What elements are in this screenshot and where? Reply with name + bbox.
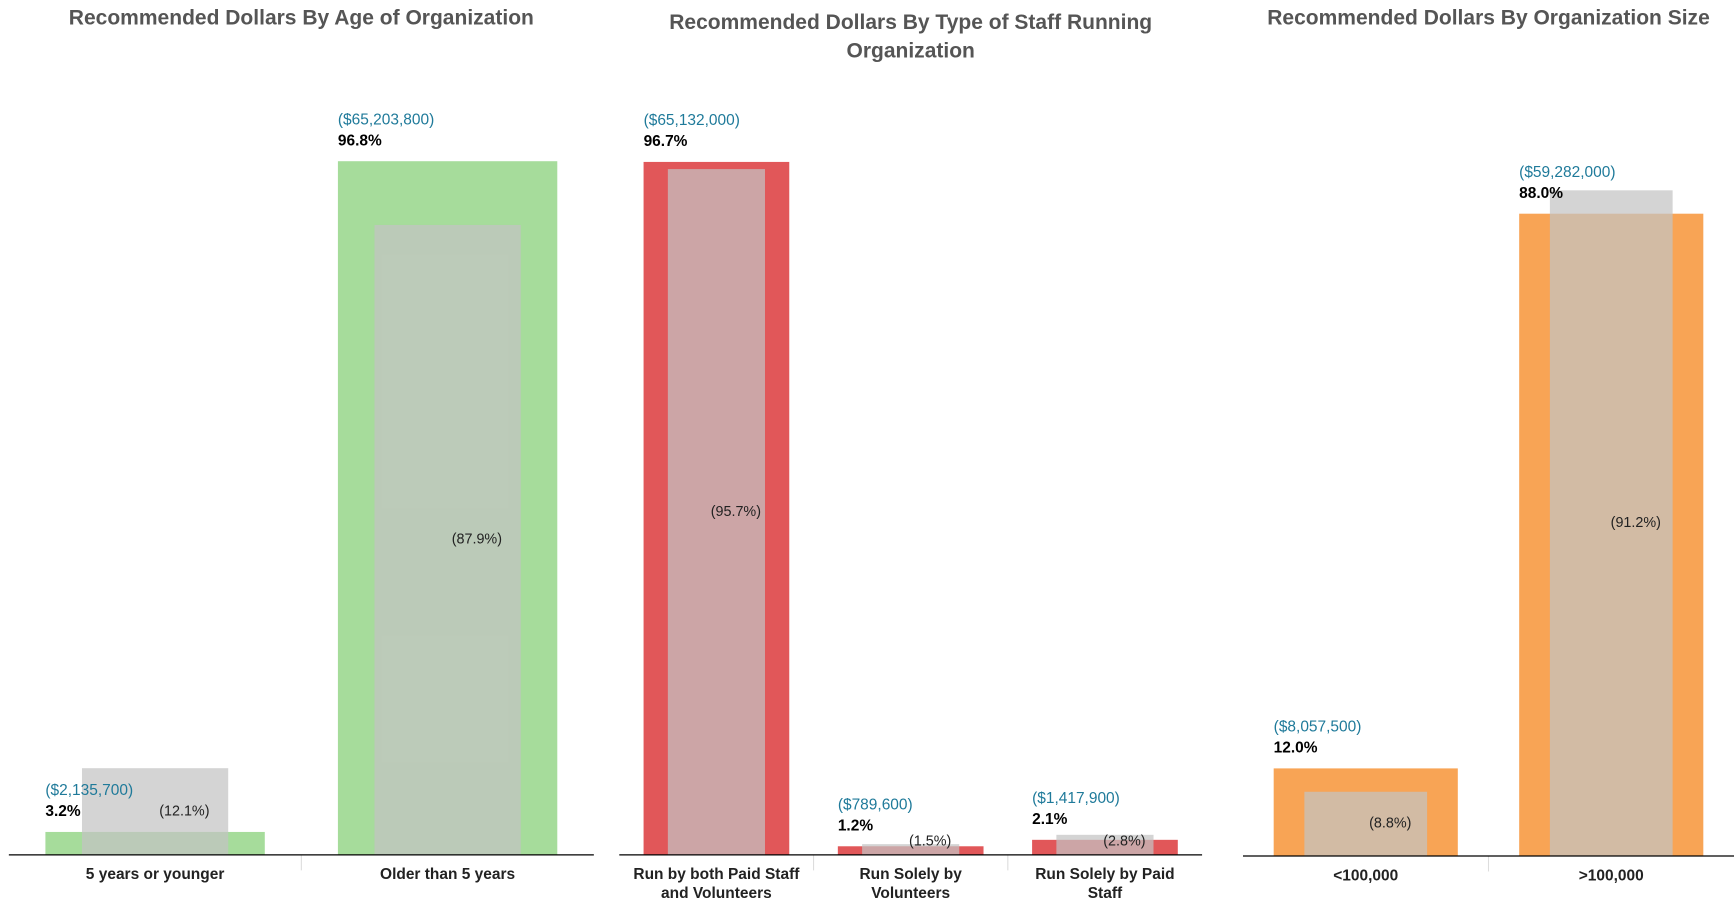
overlay-label: (91.2%) — [1611, 515, 1661, 531]
overlay-bar — [1549, 190, 1673, 856]
value-label: 12.0% — [1274, 740, 1318, 757]
chart-title-box: Recommended Dollars By Age of Organizati… — [68, 6, 534, 30]
x-tick-label-box: <100,000 — [1333, 865, 1399, 884]
overlay-bar — [667, 169, 765, 855]
chart-title: Recommended Dollars By Type of Staff Run… — [669, 11, 1153, 64]
overlay-label: (12.1%) — [159, 803, 209, 819]
overlay-bar — [1304, 791, 1428, 856]
x-tick-label-box: Older than 5 years — [380, 864, 516, 883]
overlay-bar — [81, 768, 229, 855]
chart-title-box: Recommended Dollars By Organization Size — [1267, 6, 1710, 30]
dollar-label: ($65,132,000) — [644, 112, 740, 129]
overlay-bar — [1056, 834, 1154, 855]
overlay-label: (87.9%) — [452, 532, 502, 548]
chart-title: Recommended Dollars By Age of Organizati… — [68, 6, 534, 30]
x-tick-label-box: Run by both Paid Staff and Volunteers — [633, 864, 800, 902]
value-label: 88.0% — [1519, 185, 1563, 202]
x-tick-label: <100,000 — [1333, 865, 1399, 884]
value-label: 1.2% — [838, 817, 874, 834]
dollar-label: ($59,282,000) — [1519, 164, 1615, 181]
x-tick-label-box: >100,000 — [1578, 865, 1644, 884]
value-label: 96.8% — [338, 132, 382, 149]
x-tick-label-box: Run Solely by Volunteers — [859, 864, 962, 902]
value-label: 2.1% — [1032, 811, 1068, 828]
chart-title-box: Recommended Dollars By Type of Staff Run… — [669, 11, 1153, 64]
overlay-label: (95.7%) — [711, 504, 761, 520]
overlay-label: (2.8%) — [1103, 833, 1145, 849]
dollar-label: ($8,057,500) — [1274, 719, 1362, 736]
dollar-label: ($789,600) — [838, 796, 913, 813]
overlay-bar — [374, 224, 521, 855]
overlay-label: (8.8%) — [1369, 816, 1411, 832]
chart-title: Recommended Dollars By Organization Size — [1267, 6, 1710, 30]
overlay-label: (1.5%) — [909, 833, 951, 849]
x-tick-label: 5 years or younger — [85, 864, 225, 883]
dollar-label: ($2,135,700) — [45, 782, 133, 799]
value-label: 3.2% — [45, 803, 81, 820]
dollar-label: ($65,203,800) — [338, 111, 434, 128]
x-tick-label: Run Solely by Paid Staff — [1035, 864, 1175, 902]
x-tick-label: Run Solely by Volunteers — [859, 864, 962, 902]
x-tick-label: Older than 5 years — [380, 864, 516, 883]
value-label: 96.7% — [644, 133, 688, 150]
x-tick-label-box: Run Solely by Paid Staff — [1035, 864, 1175, 902]
x-tick-label: Run by both Paid Staff and Volunteers — [633, 864, 800, 902]
x-tick-label-box: 5 years or younger — [85, 864, 225, 883]
dollar-label: ($1,417,900) — [1032, 790, 1120, 807]
overlay-bar — [862, 844, 960, 855]
x-tick-label: >100,000 — [1578, 865, 1644, 884]
